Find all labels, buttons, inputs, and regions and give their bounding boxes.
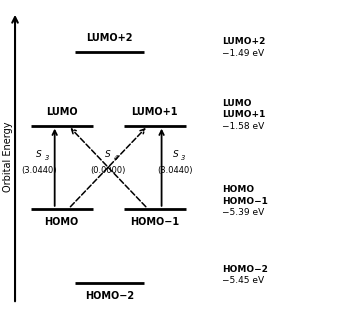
Text: (3.0440): (3.0440): [158, 166, 193, 175]
Text: LUMO+1: LUMO+1: [222, 110, 265, 120]
Text: Orbital Energy: Orbital Energy: [3, 121, 13, 192]
Text: S: S: [36, 150, 42, 159]
Text: HOMO−2: HOMO−2: [222, 264, 268, 274]
Text: HOMO−1: HOMO−1: [222, 197, 268, 206]
Text: LUMO: LUMO: [46, 107, 78, 117]
Text: −5.39 eV: −5.39 eV: [222, 208, 264, 217]
Text: (3.0440): (3.0440): [21, 166, 57, 175]
Text: HOMO−1: HOMO−1: [130, 217, 179, 227]
Text: −1.49 eV: −1.49 eV: [222, 49, 264, 58]
Text: HOMO−2: HOMO−2: [85, 291, 135, 301]
Text: LUMO: LUMO: [222, 99, 251, 108]
Text: HOMO: HOMO: [222, 185, 254, 194]
Text: −5.45 eV: −5.45 eV: [222, 276, 264, 285]
Text: HOMO: HOMO: [45, 217, 79, 227]
Text: 3: 3: [181, 155, 185, 161]
Text: −1.58 eV: −1.58 eV: [222, 122, 264, 131]
Text: S: S: [172, 150, 178, 159]
Text: 3: 3: [45, 155, 49, 161]
Text: LUMO+2: LUMO+2: [222, 37, 265, 46]
Text: LUMO+2: LUMO+2: [87, 33, 133, 44]
Text: S: S: [105, 150, 111, 159]
Text: LUMO+1: LUMO+1: [131, 107, 178, 117]
Text: 4: 4: [114, 155, 118, 161]
Text: (0.0000): (0.0000): [90, 166, 126, 175]
